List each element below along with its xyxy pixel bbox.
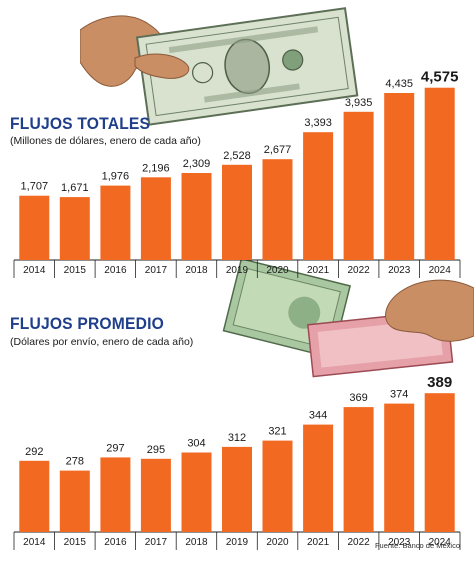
x-tick-label-2024: 2024 — [429, 537, 452, 548]
x-tick-label-2024: 2024 — [429, 265, 452, 276]
x-tick-label-2014: 2014 — [23, 537, 46, 548]
bar-2023 — [384, 93, 415, 260]
bar-2015 — [59, 470, 90, 532]
bar-2018 — [181, 452, 212, 532]
bar-value-label-2021: 344 — [309, 410, 327, 422]
bar-2019 — [222, 164, 252, 260]
dollar-bill-hand-illustration — [80, 7, 359, 126]
bar-2022 — [343, 111, 374, 260]
x-tick-label-2019: 2019 — [226, 265, 249, 276]
bar-value-label-2021: 3,393 — [304, 117, 332, 129]
bar-value-label-2024: 4,575 — [421, 69, 459, 86]
bar-2014 — [19, 460, 50, 532]
x-tick-label-2016: 2016 — [104, 537, 127, 548]
chart-subtitle-flujos-promedio: (Dólares por envío, enero de cada año) — [10, 336, 194, 348]
x-tick-label-2022: 2022 — [347, 537, 370, 548]
x-tick-label-2018: 2018 — [185, 537, 208, 548]
bar-value-label-2015: 1,671 — [61, 182, 89, 194]
x-tick-label-2017: 2017 — [145, 265, 168, 276]
x-tick-label-2023: 2023 — [388, 537, 411, 548]
bar-2019 — [222, 446, 252, 532]
bar-2024 — [424, 393, 455, 532]
x-tick-label-2017: 2017 — [145, 537, 168, 548]
bar-value-label-2023: 4,435 — [385, 78, 413, 90]
x-tick-label-2019: 2019 — [226, 537, 249, 548]
x-tick-label-2016: 2016 — [104, 265, 127, 276]
x-tick-label-2015: 2015 — [64, 537, 87, 548]
bar-2017 — [140, 458, 171, 532]
bar-2020 — [262, 440, 293, 532]
x-tick-label-2023: 2023 — [388, 265, 411, 276]
x-tick-label-2021: 2021 — [307, 537, 330, 548]
bar-value-label-2018: 304 — [187, 438, 205, 450]
bar-2016 — [100, 185, 131, 260]
bar-2016 — [100, 457, 131, 532]
x-tick-label-2014: 2014 — [23, 265, 46, 276]
chart-title-flujos-totales: FLUJOS TOTALES — [10, 114, 151, 133]
bar-2024 — [424, 87, 455, 260]
bar-value-label-2019: 312 — [228, 432, 246, 444]
x-tick-label-2022: 2022 — [347, 265, 370, 276]
x-tick-label-2020: 2020 — [266, 537, 289, 548]
bar-2014 — [19, 195, 50, 260]
peso-bills-hand-illustration — [222, 258, 474, 378]
bar-value-label-2014: 1,707 — [21, 181, 49, 193]
x-tick-label-2018: 2018 — [185, 265, 208, 276]
bar-value-label-2022: 3,935 — [345, 97, 373, 109]
bar-value-label-2023: 374 — [390, 389, 408, 401]
bar-value-label-2020: 2,677 — [264, 144, 292, 156]
bar-value-label-2016: 1,976 — [102, 171, 130, 183]
bar-value-label-2015: 278 — [66, 456, 84, 468]
bar-value-label-2014: 292 — [25, 446, 43, 458]
bar-2018 — [181, 173, 212, 260]
bar-value-label-2024: 389 — [427, 374, 452, 391]
bar-2020 — [262, 159, 293, 260]
bar-2017 — [140, 177, 171, 260]
x-tick-label-2020: 2020 — [266, 265, 289, 276]
bar-value-label-2020: 321 — [268, 426, 286, 438]
bar-2021 — [303, 424, 334, 532]
x-tick-label-2021: 2021 — [307, 265, 330, 276]
bar-value-label-2018: 2,309 — [183, 158, 211, 170]
bar-2021 — [303, 132, 334, 260]
bar-2022 — [343, 407, 374, 532]
bar-2023 — [384, 403, 415, 532]
bar-value-label-2022: 369 — [349, 392, 367, 404]
x-tick-label-2015: 2015 — [64, 265, 87, 276]
bar-value-label-2016: 297 — [106, 442, 124, 454]
bar-value-label-2019: 2,528 — [223, 150, 251, 162]
source-note: Fuente: Banco de México — [374, 541, 460, 550]
bar-value-label-2017: 295 — [147, 444, 165, 456]
bar-2015 — [59, 197, 90, 260]
bar-value-label-2017: 2,196 — [142, 162, 170, 174]
bar-chart-flujos-totales: 1,707 2014 1,671 2015 1,976 2016 2,196 2017 2,30… — [13, 69, 461, 278]
chart-title-flujos-promedio: FLUJOS PROMEDIO — [10, 314, 164, 333]
chart-subtitle-flujos-totales: (Millones de dólares, enero de cada año) — [10, 135, 201, 147]
